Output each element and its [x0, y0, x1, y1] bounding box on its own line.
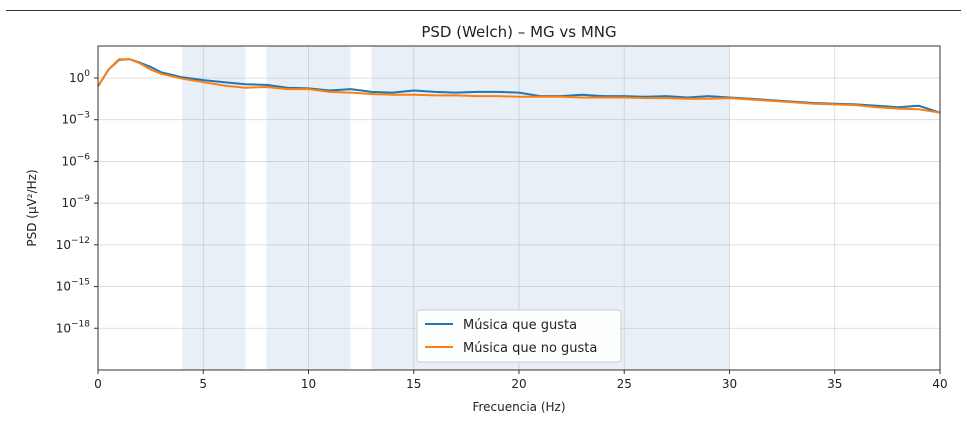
- x-tick-label-0: 0: [94, 377, 102, 391]
- x-tick-label-5: 25: [617, 377, 632, 391]
- legend: Música que gusta Música que no gusta: [416, 309, 622, 363]
- x-tick-label-7: 35: [827, 377, 842, 391]
- y-axis-ticks: 100 10−3 10−6 10−9 10−12 10−15 10−18: [56, 69, 98, 335]
- band-0: [182, 46, 246, 370]
- y-tick-label-6: 10−18: [56, 319, 91, 335]
- y-tick-label-5: 10−15: [56, 278, 90, 294]
- y-tick-label-3: 10−9: [61, 194, 90, 210]
- x-tick-label-1: 5: [199, 377, 207, 391]
- legend-label-series-0: Música que gusta: [463, 318, 577, 333]
- y-tick-label-1: 10−3: [61, 111, 90, 127]
- series-lines: [97, 58, 941, 114]
- x-tick-label-3: 15: [406, 377, 421, 391]
- x-tick-label-2: 10: [301, 377, 316, 391]
- series-line-1: [97, 58, 941, 114]
- x-tick-label-6: 30: [722, 377, 737, 391]
- x-tick-label-8: 40: [932, 377, 947, 391]
- y-tick-label-2: 10−6: [61, 152, 90, 168]
- y-tick-label-4: 10−12: [56, 236, 90, 252]
- y-axis-label: PSD (μV²/Hz): [25, 169, 39, 246]
- legend-label-series-1: Música que no gusta: [463, 341, 597, 356]
- legend-box: [416, 309, 622, 363]
- y-tick-label-0: 100: [69, 69, 90, 85]
- x-tick-label-4: 20: [511, 377, 526, 391]
- chart-title: PSD (Welch) – MG vs MNG: [421, 23, 616, 41]
- x-axis-label: Frecuencia (Hz): [472, 400, 565, 414]
- top-rule: [6, 10, 961, 11]
- x-axis-ticks: 0 5 10 15 20 25 30 35 40: [94, 370, 948, 391]
